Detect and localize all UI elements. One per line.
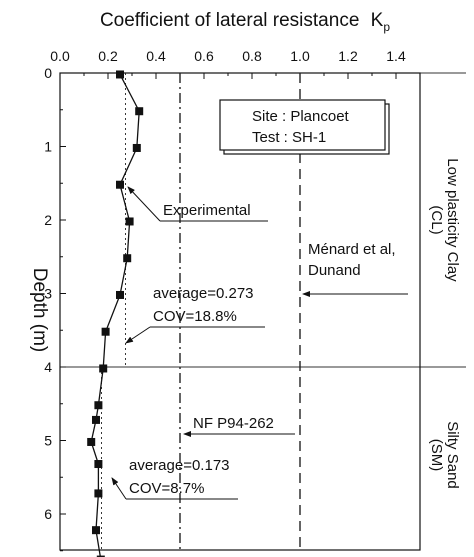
plot-frame [59,72,421,551]
data-point-square [99,364,108,373]
test-label: Test : SH-1 [252,129,326,146]
layer-label-sm-line1: Silty Sand [444,421,461,489]
title-subscript: p [383,20,390,34]
data-point-square [87,437,96,446]
cl-stats-arrow [125,326,151,344]
y-axis-label: Depth (m) [29,268,50,352]
reference-lines [101,73,301,550]
data-point-square [92,415,100,424]
data-point-square [96,555,105,557]
y-axis-ticks: 0 1 2 3 4 5 6 [44,65,66,552]
menard-annotation-line2: Dunand [308,262,361,279]
title-text: Coefficient of lateral resistance [100,10,359,31]
chart-title: Coefficient of lateral resistance Kp [100,10,390,34]
data-point-square [132,143,141,152]
nf-annotation: NF P94-262 [193,415,274,432]
data-point-square [125,217,134,226]
y-tick-label: 2 [44,212,52,228]
data-point-square [116,70,124,79]
cl-cov-annotation: COV=18.8% [153,308,237,325]
x-tick-label: 1.4 [386,48,406,64]
y-tick-label: 3 [44,286,52,302]
cl-average-annotation: average=0.273 [153,285,254,302]
layer-label-cl-line1: Low plasticity Clay [444,158,461,282]
site-box [219,99,386,151]
y-tick-label: 6 [44,506,52,522]
y-tick-label: 5 [44,433,52,449]
site-label: Site : Plancoet [252,108,350,125]
experimental-line [90,74,140,557]
layer-label-cl-line2: (CL) [428,205,445,234]
data-point-square [116,180,124,189]
data-points [87,70,144,557]
experimental-arrow [127,186,161,222]
x-axis-ticks: 0.0 0.2 0.4 0.6 0.8 1.0 1.2 1.4 [50,48,421,79]
menard-annotation-line1: Ménard et al, [308,241,396,258]
y-tick-label: 4 [44,359,52,375]
x-tick-label: 0.6 [194,48,214,64]
sm-cov-annotation: COV=8.7% [129,480,204,497]
data-point-square [92,526,100,535]
x-tick-label: 1.0 [290,48,310,64]
sm-average-annotation: average=0.173 [129,457,230,474]
data-point-square [101,327,110,336]
y-tick-label: 0 [44,65,52,81]
sm-stats-arrow [111,477,127,500]
layer-label-sm-line2: (SM) [428,439,445,472]
x-tick-label: 0.4 [146,48,166,64]
title-symbol: K [371,10,384,31]
experimental-profile [90,74,140,557]
data-point-square [94,489,103,498]
x-tick-label: 0.8 [242,48,262,64]
x-tick-label: 0.2 [98,48,118,64]
data-point-square [123,254,132,263]
x-tick-label: 1.2 [338,48,358,64]
y-tick-label: 1 [44,139,52,155]
data-point-square [94,460,103,469]
data-point-square [94,401,103,410]
data-point-square [116,290,124,299]
data-point-square [135,107,144,116]
x-tick-label: 0.0 [50,48,70,64]
experimental-annotation: Experimental [163,202,251,219]
